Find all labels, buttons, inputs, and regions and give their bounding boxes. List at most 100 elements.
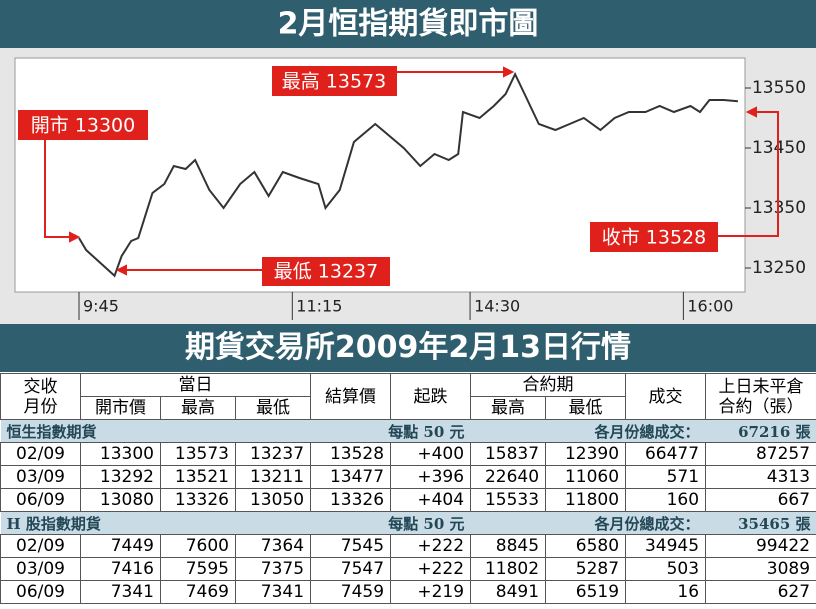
header-cell: 成交 bbox=[625, 373, 707, 420]
cell: 7341 bbox=[80, 580, 161, 604]
cell: 15533 bbox=[470, 488, 547, 512]
cell: 12390 bbox=[545, 442, 627, 466]
header-cell: 合約期 bbox=[470, 373, 627, 397]
header-row: 開市價 最高 最低 最高 最低 bbox=[1, 396, 816, 420]
cell: 8845 bbox=[470, 534, 547, 558]
cell: 06/09 bbox=[0, 488, 81, 512]
cell: 13211 bbox=[234, 465, 312, 489]
cell: 66477 bbox=[625, 442, 707, 466]
header-row: 交收 月份 當日 結算價 起跌 合約期 成交 上日未平倉 合約（張） bbox=[0, 373, 816, 420]
annotation-box bbox=[272, 66, 397, 96]
y-tick-label: 13550 bbox=[752, 78, 806, 98]
price-line bbox=[78, 71, 738, 278]
cell: +396 bbox=[390, 465, 472, 489]
header-cell: 最低 bbox=[234, 396, 312, 420]
cell: 11800 bbox=[545, 488, 627, 512]
cell: 7341 bbox=[234, 580, 312, 604]
cell: 5287 bbox=[545, 557, 627, 581]
cell: 7469 bbox=[160, 580, 236, 604]
header-cell: 交收 月份 bbox=[0, 373, 81, 420]
cell: 各月份總成交： bbox=[470, 511, 706, 535]
cell: 667 bbox=[705, 488, 816, 512]
arrowhead bbox=[745, 106, 757, 118]
annotation-box bbox=[262, 257, 390, 286]
cell: 各月份總成交： bbox=[470, 419, 706, 443]
header-cell: 起跌 bbox=[390, 373, 472, 420]
cell: 6580 bbox=[545, 534, 627, 558]
cell: 15837 bbox=[470, 442, 547, 466]
cell: 87257 bbox=[705, 442, 816, 466]
cell: 7600 bbox=[160, 534, 236, 558]
cell: 13050 bbox=[234, 488, 312, 512]
cell: 03/09 bbox=[0, 465, 81, 489]
cell: 160 bbox=[625, 488, 707, 512]
header-cell: 最高 bbox=[160, 396, 236, 420]
cell: 13292 bbox=[80, 465, 161, 489]
cell: 每點 50 元 bbox=[310, 419, 471, 443]
data-row: 06/09 13080 13326 13050 13326 +404 15533 11800 1… bbox=[0, 488, 816, 512]
cell: +219 bbox=[390, 580, 472, 604]
cell: +404 bbox=[390, 488, 472, 512]
cell: +400 bbox=[390, 442, 472, 466]
arrow bbox=[44, 140, 72, 238]
annotation: 最高 13573 bbox=[282, 71, 386, 93]
cell: 3089 bbox=[705, 557, 816, 581]
header-cell: 結算價 bbox=[310, 373, 392, 420]
cell: 627 bbox=[705, 580, 816, 604]
arrowhead bbox=[503, 66, 515, 78]
section-row: H 股指數期貨 每點 50 元各月份總成交： 35465 張 bbox=[0, 511, 816, 535]
arrowhead bbox=[69, 231, 81, 243]
title-bar bbox=[0, 0, 816, 48]
cell: 13573 bbox=[160, 442, 236, 466]
cell: 03/09 bbox=[0, 557, 81, 581]
cell: 34945 bbox=[625, 534, 707, 558]
cell: 67216 張 bbox=[705, 419, 816, 443]
annotation: 最低 13237 bbox=[274, 261, 378, 283]
cell: 571 bbox=[625, 465, 707, 489]
cell: +222 bbox=[390, 534, 472, 558]
x-tick-label: 16:00 bbox=[687, 297, 733, 316]
data-row: 02/09 13300 13573 13237 13528 +400 15837 12390 6… bbox=[0, 442, 816, 466]
plot-area bbox=[14, 57, 746, 293]
cell: 7375 bbox=[234, 557, 312, 581]
cell: 7595 bbox=[160, 557, 236, 581]
x-tick-label: 11:15 bbox=[296, 297, 342, 316]
chart-title: 2月恒指期貨即市圖 bbox=[278, 7, 539, 42]
cell: 13300 bbox=[80, 442, 161, 466]
cell: 13326 bbox=[160, 488, 236, 512]
cell: 7459 bbox=[310, 580, 392, 604]
cell: 7545 bbox=[310, 534, 392, 558]
cell: 13477 bbox=[310, 465, 392, 489]
quotes-table: 交收 月份 當日 結算價 起跌 合約期 成交 上日未平倉 合約（張） 開市價 最… bbox=[0, 373, 816, 604]
table-title: 期貨交易所2009年2月13日行情 bbox=[0, 324, 816, 372]
cell: 22640 bbox=[470, 465, 547, 489]
cell: 7547 bbox=[310, 557, 392, 581]
cell: 02/09 bbox=[0, 442, 81, 466]
header-cell: 當日 bbox=[79, 373, 312, 397]
cell: 16 bbox=[625, 580, 707, 604]
arrowhead bbox=[115, 264, 127, 276]
section-row: 恒生指數期貨 每點 50 元各月份總成交： 67216 張 bbox=[0, 419, 816, 443]
cell: 11802 bbox=[470, 557, 547, 581]
header-cell: 上日未平倉 合約（張） bbox=[705, 373, 816, 420]
data-row: 03/09 13292 13521 13211 13477 +396 22640 11060 5… bbox=[0, 465, 816, 489]
cell: 13528 bbox=[310, 442, 392, 466]
cell: 6519 bbox=[545, 580, 627, 604]
cell: H 股指數期貨 bbox=[0, 511, 311, 535]
cell: 7449 bbox=[80, 534, 161, 558]
cell: 99422 bbox=[705, 534, 816, 558]
annotation-arrows bbox=[44, 66, 779, 276]
data-row: 03/09 7416 7595 7375 7547 +222 11802 5287 503 308… bbox=[0, 557, 816, 581]
x-tick-label: 14:30 bbox=[474, 297, 520, 316]
annotation: 收市 13528 bbox=[602, 227, 706, 249]
data-row: 06/09 7341 7469 7341 7459 +219 8491 6519 16 627 bbox=[0, 580, 816, 604]
x-tick-label: 9:45 bbox=[83, 297, 119, 316]
header-cell: 最低 bbox=[545, 396, 627, 420]
cell: 每點 50 元 bbox=[310, 511, 471, 535]
cell: 恒生指數期貨 bbox=[0, 419, 311, 443]
data-row: 02/09 7449 7600 7364 7545 +222 8845 6580 34945 99… bbox=[0, 534, 816, 558]
cell: 11060 bbox=[545, 465, 627, 489]
cell: 13080 bbox=[80, 488, 161, 512]
cell: 35465 張 bbox=[705, 511, 816, 535]
